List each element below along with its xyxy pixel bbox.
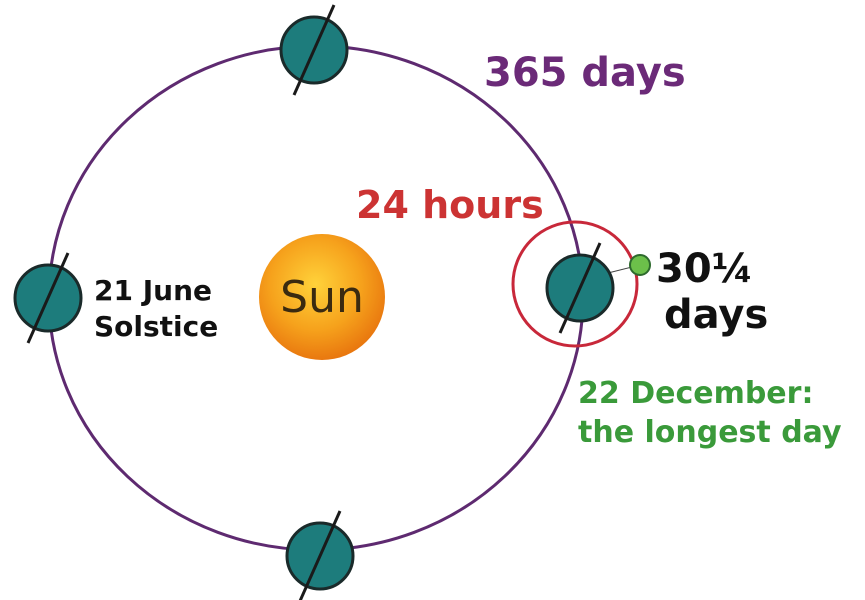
june-label: 21 June — [94, 274, 212, 307]
december-label: 22 December: — [578, 376, 813, 411]
orbit-period: 365 days — [484, 50, 686, 96]
december-label: the longest day — [578, 415, 842, 450]
moon — [630, 255, 650, 275]
earth-top — [281, 5, 347, 95]
moon-period: days — [664, 292, 768, 338]
sun-label: Sun — [280, 272, 364, 323]
moon-period: 30¼ — [656, 246, 753, 292]
earth-left — [15, 253, 81, 343]
earth-bottom — [287, 511, 353, 600]
diagram: Sun 365 days 24 hours 21 June Solstice 3… — [0, 0, 865, 600]
rotation-period: 24 hours — [356, 183, 544, 227]
june-label: Solstice — [94, 310, 218, 343]
earth-right — [547, 243, 613, 333]
